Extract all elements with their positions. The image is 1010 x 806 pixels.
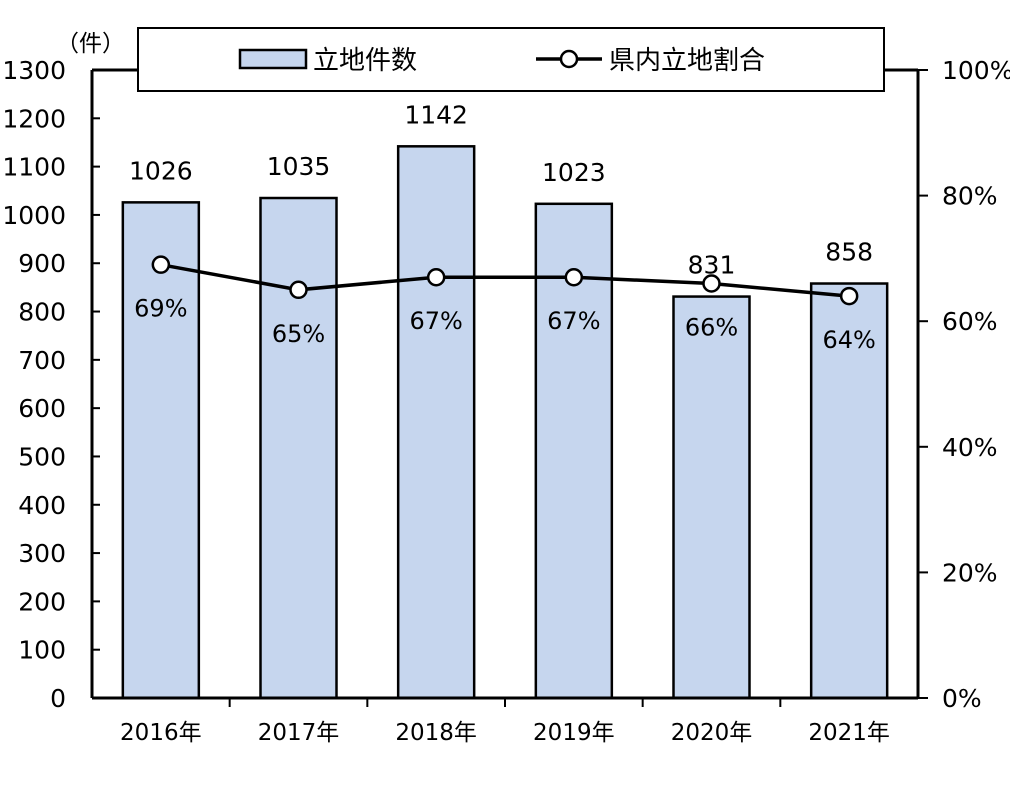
right-tick-label: 100% — [942, 56, 1010, 85]
legend: 立地件数 県内立地割合 — [137, 27, 885, 92]
left-tick-label: 1300 — [2, 56, 66, 85]
left-tick-label: 900 — [18, 249, 66, 278]
x-tick-label: 2020年 — [671, 720, 753, 746]
left-tick-label: 1100 — [2, 153, 66, 182]
bar-2018年 — [396, 145, 476, 700]
right-tick-label: 20% — [942, 558, 998, 587]
axes: 0 100 200 300 400 500 600 700 800 900 1000 1100 1200… — [2, 56, 1010, 746]
line-series — [151, 255, 859, 306]
bar-2021年 — [809, 282, 889, 700]
line-marker-2020年 — [702, 274, 721, 293]
line-marker-2016年 — [151, 255, 171, 274]
left-tick-label: 800 — [18, 298, 66, 327]
x-tick-label: 2018年 — [395, 720, 477, 746]
bar-2020年 — [672, 295, 751, 700]
right-tick-label: 80% — [942, 182, 998, 211]
x-tick-label: 2017年 — [258, 720, 340, 746]
left-tick-label: 0 — [50, 684, 66, 713]
percent-label: 64% — [822, 326, 875, 354]
left-tick-label: 1000 — [2, 201, 66, 230]
right-tick-label: 0% — [942, 684, 982, 713]
left-tick-label: 600 — [18, 394, 66, 423]
legend-bar-label: 立地件数 — [313, 46, 417, 76]
percent-label: 67% — [409, 307, 462, 335]
bar-value-label: 858 — [825, 238, 873, 267]
right-tick-label: 60% — [942, 307, 998, 336]
left-tick-label: 700 — [18, 346, 66, 375]
bar-value-label: 1142 — [404, 100, 468, 129]
line-path — [160, 262, 850, 298]
left-tick-label: 200 — [18, 587, 66, 616]
percent-label: 67% — [547, 307, 600, 335]
line-marker-2018年 — [426, 267, 446, 287]
bar-value-label: 831 — [688, 251, 736, 280]
bar-2016年 — [121, 201, 201, 700]
legend-bar-swatch — [238, 48, 308, 70]
line-marker-2021年 — [839, 286, 859, 306]
line-marker-2017年 — [289, 280, 308, 300]
bar-value-label: 1026 — [129, 156, 193, 185]
left-tick-label: 100 — [18, 636, 66, 665]
right-tick-label: 40% — [942, 433, 998, 462]
line-marker-2019年 — [564, 267, 584, 287]
bar-2017年 — [259, 196, 338, 700]
legend-line-marker — [559, 49, 579, 69]
bar-value-label: 1023 — [542, 158, 606, 187]
data-labels: 1026 1035 1142 1023 831 858 69% 65% 67% 67% 66% 64% — [129, 100, 876, 354]
x-tick-label: 2016年 — [120, 720, 202, 746]
left-axis-unit-label: （件） — [56, 31, 125, 57]
bar-series — [121, 145, 889, 700]
x-tick-label: 2021年 — [808, 720, 890, 746]
percent-label: 66% — [685, 314, 738, 342]
x-tick-label: 2019年 — [533, 720, 615, 746]
left-tick-label: 400 — [18, 491, 66, 520]
left-tick-label: 500 — [18, 442, 66, 471]
percent-label: 65% — [272, 320, 325, 348]
left-tick-label: 1200 — [2, 104, 66, 133]
bar-value-label: 1035 — [267, 152, 331, 181]
legend-line-label: 県内立地割合 — [609, 46, 765, 76]
percent-label: 69% — [134, 295, 187, 323]
left-tick-label: 300 — [18, 539, 66, 568]
